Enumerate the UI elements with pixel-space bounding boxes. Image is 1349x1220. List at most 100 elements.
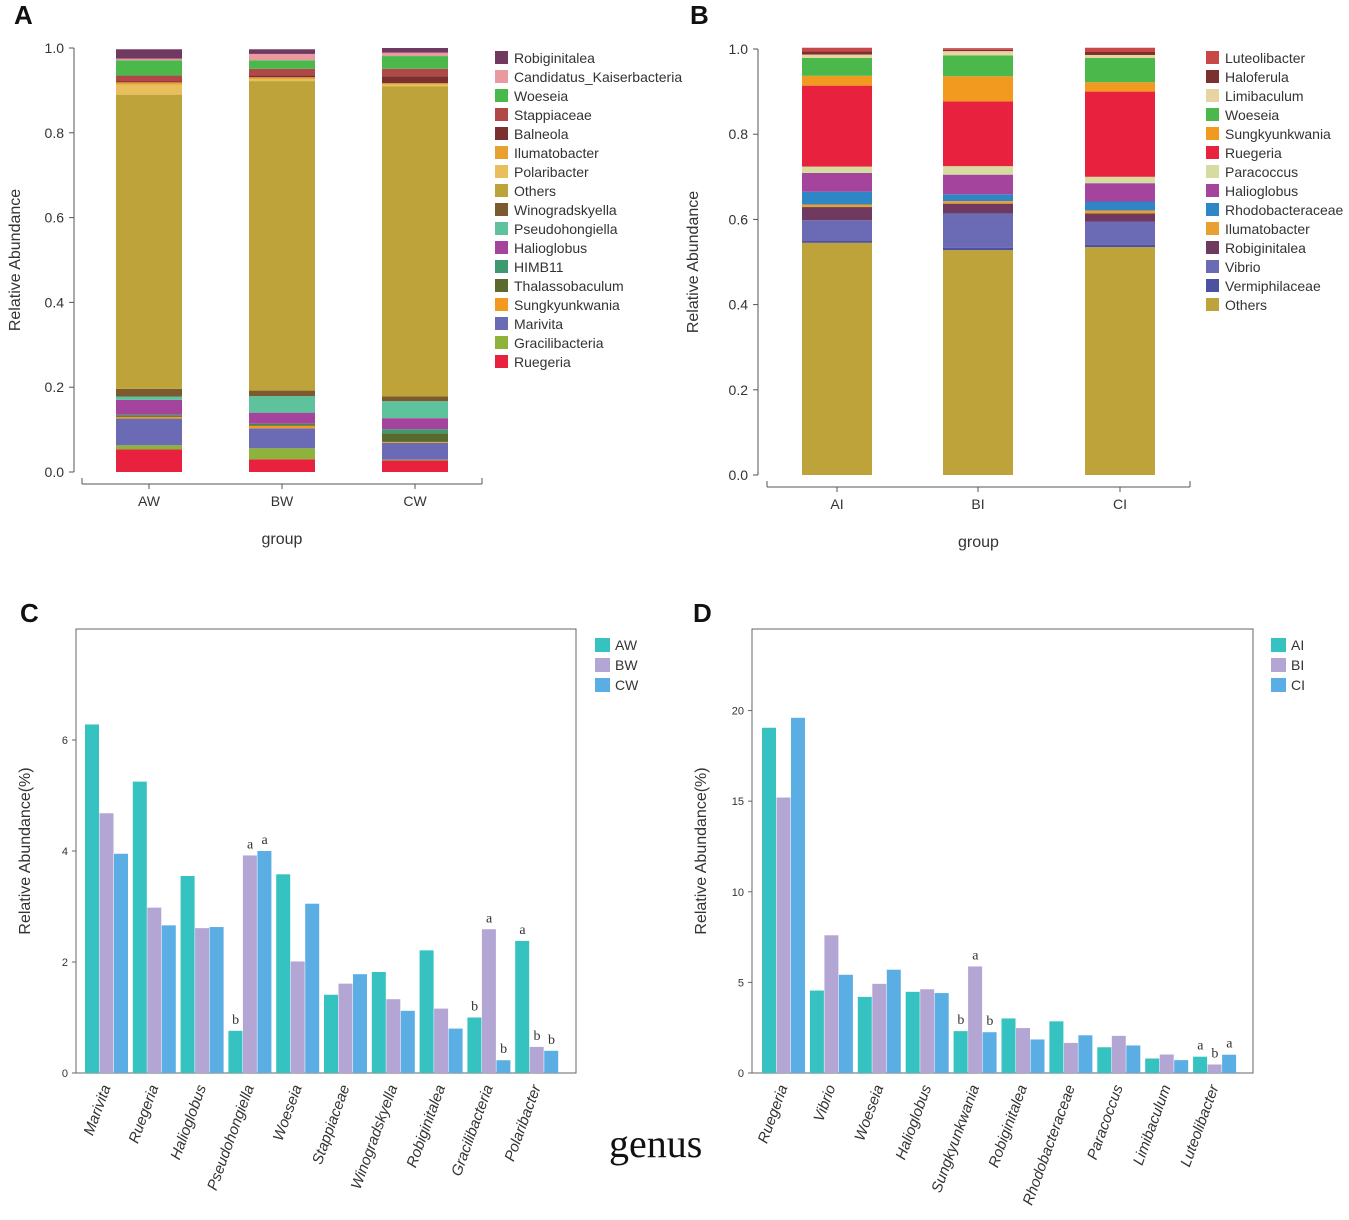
- bar-segment-aw-gracilibacteria: [116, 445, 182, 450]
- bar-segment-cw-balneola: [382, 76, 448, 84]
- bar-paracoccus-ci: [1126, 1045, 1141, 1073]
- legend-swatch-haloferula: [1206, 70, 1219, 83]
- bar-woeseia-bi: [872, 983, 887, 1073]
- bar-segment-bi-ruegeria: [943, 101, 1013, 167]
- legend-swatch-limibaculum: [1206, 89, 1219, 102]
- bar-vibrio-bi: [824, 935, 839, 1073]
- x-tick-label-limibaculum: Limibaculum: [1130, 1083, 1175, 1168]
- x-tick-label-ci: CI: [1113, 496, 1127, 512]
- legend-label-others: Others: [514, 183, 556, 199]
- bar-segment-bi-rhodobacteraceae: [943, 194, 1013, 202]
- bar-gracilibacteria-cw: [496, 1060, 511, 1073]
- significance-letter: b: [957, 1013, 964, 1028]
- y-tick-label: 0.4: [45, 294, 65, 310]
- bar-segment-cw-marivita: [382, 442, 448, 460]
- legend-swatch-bw: [595, 658, 610, 672]
- panel-a-stacked-bar-chart: 0.0 0.2 0.4 0.6 0.8 1.0 Relative Abundance grou…: [7, 40, 682, 548]
- bar-halioglobus-ci: [934, 993, 949, 1073]
- significance-letter: b: [533, 1029, 540, 1044]
- legend-label-limibaculum: Limibaculum: [1225, 88, 1304, 104]
- legend-swatch-sungkyunkwania: [1206, 127, 1219, 140]
- bar-winogradskyella-aw: [371, 971, 386, 1073]
- bar-segment-bi-robiginitalea: [943, 203, 1013, 214]
- legend-label-haloferula: Haloferula: [1225, 69, 1289, 85]
- legend-swatch-halioglobus: [1206, 184, 1219, 197]
- bar-segment-aw-halioglobus: [116, 399, 182, 415]
- bar-gracilibacteria-aw: [467, 1017, 482, 1073]
- bar-segment-bw-woeseia: [249, 60, 315, 69]
- bar-segment-bw-candidatus-kaiserbacteria: [249, 53, 315, 61]
- legend-label-paracoccus: Paracoccus: [1225, 164, 1298, 180]
- bar-rhodobacteraceae-ci: [1078, 1035, 1093, 1073]
- legend-swatch-candidatus-kaiserbacteria: [495, 70, 508, 83]
- bar-robiginitalea-ai: [1001, 1018, 1016, 1073]
- bar-segment-bw-sungkyunkwania: [249, 425, 315, 429]
- bar-segment-ai-paracoccus: [802, 166, 872, 173]
- bar-limibaculum-bi: [1159, 1054, 1174, 1073]
- x-tick-label-paracoccus: Paracoccus: [1084, 1082, 1127, 1162]
- bar-segment-ci-woeseia: [1085, 57, 1155, 83]
- bar-segment-cw-ilumatobacter: [382, 83, 448, 85]
- x-tick-label-ai: AI: [830, 496, 843, 512]
- bar-ruegeria-aw: [132, 781, 147, 1073]
- legend-swatch-pseudohongiella: [495, 222, 508, 235]
- y-tick-label: 1.0: [45, 40, 65, 56]
- legend-swatch-himb11: [495, 260, 508, 273]
- bar-robiginitalea-ci: [1030, 1039, 1045, 1073]
- y-tick-label: 6: [62, 735, 68, 747]
- x-tick-label-woeseia: Woeseia: [270, 1083, 306, 1144]
- bar-paracoccus-ai: [1097, 1047, 1112, 1073]
- bar-segment-bi-limibaculum: [943, 51, 1013, 56]
- legend-label-balneola: Balneola: [514, 126, 569, 142]
- x-tick-label-sungkyunkwania: Sungkyunkwania: [928, 1083, 983, 1195]
- legend-label-halioglobus: Halioglobus: [514, 240, 587, 256]
- significance-letter: b: [1211, 1046, 1218, 1061]
- bar-segment-ai-haloferula: [802, 51, 872, 55]
- bar-segment-aw-stappiaceae: [116, 75, 182, 82]
- bar-robiginitalea-aw: [419, 950, 434, 1073]
- bar-ruegeria-bw: [147, 907, 162, 1073]
- bar-gracilibacteria-bw: [481, 929, 496, 1073]
- legend-swatch-balneola: [495, 127, 508, 140]
- bar-segment-bi-paracoccus: [943, 166, 1013, 175]
- bar-segment-aw-others: [116, 94, 182, 389]
- bar-segment-ai-luteolibacter: [802, 47, 872, 52]
- legend-label-aw: AW: [615, 637, 638, 653]
- significance-letter: b: [471, 1000, 478, 1015]
- bar-halioglobus-ai: [905, 991, 920, 1073]
- bar-segment-bw-himb11: [249, 423, 315, 425]
- bar-segment-ci-paracoccus: [1085, 176, 1155, 184]
- bar-segment-cw-polaribacter: [382, 84, 448, 87]
- bar-luteolibacter-bi: [1207, 1064, 1222, 1073]
- bar-limibaculum-ai: [1145, 1058, 1160, 1073]
- legend-label-vermiphilaceae: Vermiphilaceae: [1225, 278, 1321, 294]
- x-tick-label-bw: BW: [271, 493, 294, 509]
- bar-sungkyunkwania-ci: [982, 1032, 997, 1073]
- legend-swatch-robiginitalea: [1206, 241, 1219, 254]
- legend-swatch-ruegeria: [495, 355, 508, 368]
- bar-segment-ai-woeseia: [802, 57, 872, 76]
- bar-woeseia-bw: [290, 961, 305, 1073]
- bar-vibrio-ci: [838, 974, 853, 1073]
- bar-luteolibacter-ai: [1193, 1056, 1208, 1073]
- significance-letter: b: [986, 1014, 993, 1029]
- bar-segment-ci-others: [1085, 247, 1155, 475]
- x-tick-label-robiginitalea: Robiginitalea: [403, 1083, 449, 1170]
- bar-vibrio-ai: [809, 990, 824, 1073]
- bar-robiginitalea-bw: [434, 1008, 449, 1073]
- significance-letter: a: [262, 833, 269, 848]
- bar-segment-ci-vermiphilaceae: [1085, 244, 1155, 248]
- significance-letter: a: [486, 911, 493, 926]
- bar-segment-ci-haloferula: [1085, 51, 1155, 55]
- legend-swatch-ai: [1271, 638, 1286, 652]
- bar-marivita-aw: [85, 724, 99, 1073]
- y-tick-label: 0.4: [729, 297, 749, 313]
- bar-sungkyunkwania-ai: [953, 1031, 968, 1073]
- bar-segment-ai-others: [802, 242, 872, 475]
- panel-label-c: C: [20, 598, 39, 628]
- legend-label-cw: CW: [615, 677, 639, 693]
- bar-halioglobus-bw: [195, 928, 210, 1073]
- bar-segment-bw-thalassobaculum: [249, 424, 315, 426]
- bar-segment-cw-ruegeria: [382, 460, 448, 472]
- x-tick-label-ruegeria: Ruegeria: [755, 1083, 792, 1146]
